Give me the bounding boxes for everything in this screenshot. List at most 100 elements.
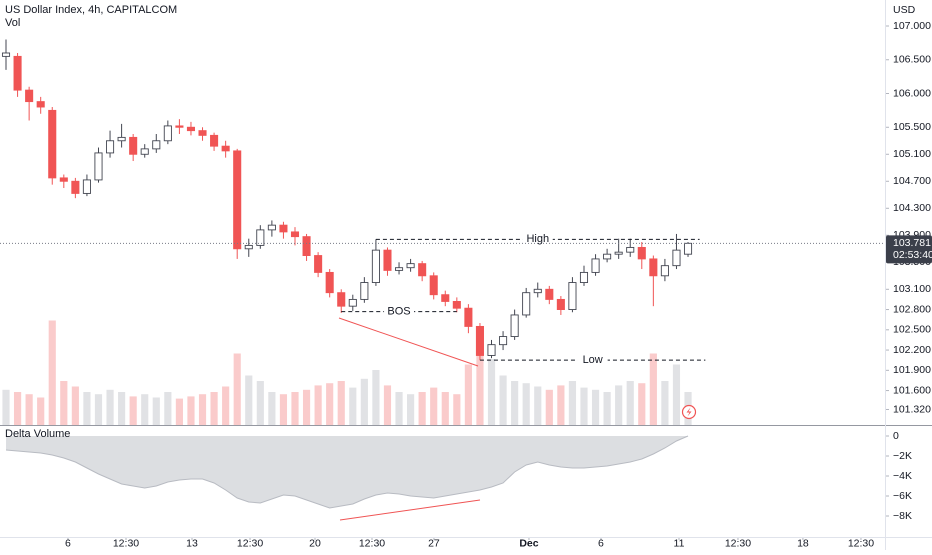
delta-line	[5, 435, 689, 509]
volume-bar	[430, 387, 438, 425]
candle-body	[487, 344, 496, 356]
candle-body	[221, 145, 230, 152]
x-tick-label: 12:30	[113, 537, 139, 549]
volume-bar	[268, 392, 276, 425]
x-tick-label: 6	[598, 537, 604, 549]
level-label: Low	[583, 354, 603, 366]
candle-body	[210, 134, 219, 147]
volume-bar	[591, 389, 600, 425]
y-tick-label: 104.700	[893, 175, 931, 187]
candle-body	[475, 325, 484, 356]
volume-bar	[106, 389, 114, 425]
delta-tick-label: −8K	[893, 510, 912, 522]
volume-bar	[638, 383, 646, 425]
x-tick-label: 12:30	[725, 537, 751, 549]
candle-body	[406, 263, 415, 269]
volume-bar	[141, 394, 149, 425]
volume-bar	[615, 385, 623, 425]
volume-bar	[118, 392, 126, 425]
candle-body	[325, 271, 334, 294]
volume-bar	[71, 386, 79, 425]
volume-bar	[83, 392, 91, 425]
level-label-bg	[522, 232, 553, 247]
volume-bar	[534, 386, 542, 425]
volume-bar	[291, 392, 299, 425]
volume-bar	[383, 385, 392, 425]
x-tick-label: 13	[186, 537, 198, 549]
alert-icon-bolt	[686, 407, 692, 417]
candle-body	[545, 288, 554, 300]
y-tick-label: 103.100	[893, 283, 931, 295]
x-tick-label: 6	[65, 537, 71, 549]
y-tick-label: 101.900	[893, 364, 931, 376]
delta-tick-label: −2K	[893, 450, 912, 462]
volume-bar	[198, 394, 207, 425]
candle-body	[510, 314, 519, 338]
candle-body	[348, 298, 357, 307]
candle-body	[94, 152, 103, 181]
volume-bar	[337, 381, 345, 425]
candle-body	[533, 288, 542, 294]
y-tick-label: 107.000	[893, 20, 931, 32]
candle-body	[452, 300, 461, 309]
volume-bar	[152, 397, 160, 425]
candle-body	[186, 126, 195, 132]
volume-bar	[187, 396, 195, 425]
volume-bar	[94, 394, 103, 425]
y-tick-label: 102.500	[893, 324, 931, 336]
candle-body	[499, 336, 508, 346]
volume-bar	[2, 389, 10, 425]
volume-bar	[222, 386, 230, 425]
volume-bar	[233, 353, 241, 425]
volume-bar	[48, 320, 56, 425]
volume-bar	[175, 398, 183, 425]
volume-bar	[626, 381, 634, 425]
y-tick-label: 105.500	[893, 121, 931, 133]
candle-body	[683, 242, 693, 255]
volume-bar	[25, 394, 33, 425]
candle-body	[106, 140, 115, 154]
volume-bar	[349, 387, 357, 425]
delta-tick-label: −6K	[893, 490, 912, 502]
candle-body	[522, 292, 531, 316]
candle-body	[395, 267, 404, 271]
volume-bar	[499, 375, 507, 425]
delta-label: Delta Volume	[5, 428, 70, 440]
x-tick-label: 12:30	[359, 537, 385, 549]
candle-body	[371, 249, 380, 283]
volume-bar	[407, 394, 415, 425]
level-label-bg	[577, 353, 608, 368]
trend-line	[339, 499, 481, 521]
volume-bar	[580, 387, 588, 425]
volume-bar	[453, 394, 461, 425]
volume-bar	[302, 389, 311, 425]
candle-layer	[1, 39, 693, 361]
candle-body	[256, 229, 265, 246]
y-tick-label: 101.600	[893, 384, 931, 396]
volume-bar	[672, 364, 681, 425]
candle-body	[649, 258, 658, 277]
candle-body	[603, 253, 612, 260]
candle-body	[290, 231, 300, 238]
candle-body	[198, 130, 207, 136]
candle-body	[129, 136, 138, 155]
volume-bar	[661, 381, 669, 425]
x-tick-label: Dec	[519, 537, 538, 549]
delta-area	[6, 436, 689, 508]
volume-bar	[476, 337, 484, 425]
candle-body	[660, 265, 669, 277]
candle-body	[614, 251, 623, 255]
current-price-label: 103.781	[893, 237, 931, 249]
chart-title: US Dollar Index, 4h, CAPITALCOM	[5, 4, 177, 16]
volume-bar	[395, 392, 403, 425]
x-tick-label: 11	[674, 537, 685, 549]
candle-body	[418, 263, 427, 277]
volume-bar	[511, 381, 519, 425]
candle-body	[1, 52, 11, 57]
volume-bar	[603, 392, 611, 425]
volume-bar	[649, 353, 657, 425]
candle-body	[314, 255, 323, 273]
candle-body	[279, 224, 288, 233]
